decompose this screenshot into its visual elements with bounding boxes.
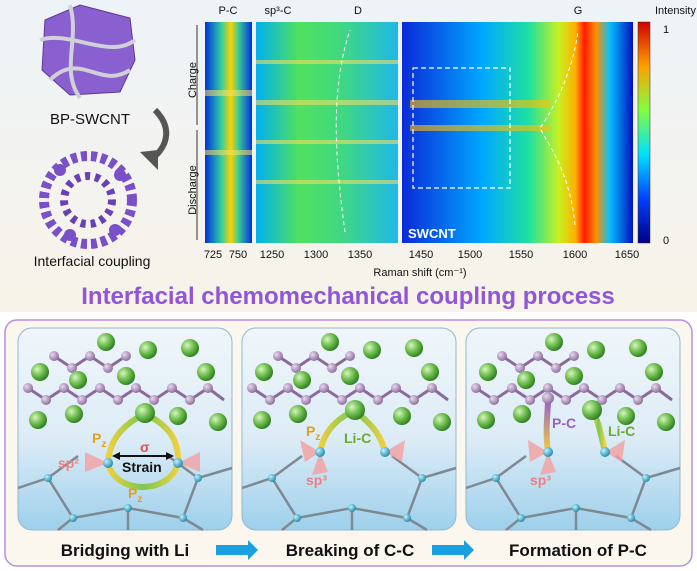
x-tick-label: 1550 xyxy=(509,249,533,261)
x-tick-label: 1300 xyxy=(304,249,328,261)
step-arrow xyxy=(216,540,258,560)
panel-2-bonds xyxy=(300,400,405,475)
caption: Breaking of C-C xyxy=(286,541,414,560)
pz-label: Pz xyxy=(128,485,142,505)
sp-label: sp² xyxy=(58,455,79,471)
colorbar-max: 1 xyxy=(663,24,669,36)
x-tick-label: 1500 xyxy=(458,249,482,261)
x-tick-label: 1250 xyxy=(260,249,284,261)
label: Interfacial coupling xyxy=(34,253,151,269)
panel-label: G xyxy=(574,5,583,17)
panel-1-bonds xyxy=(85,403,200,490)
caption: Formation of P-C xyxy=(509,541,647,560)
pz-label: Pz xyxy=(306,423,320,443)
panel-label: sp³-C xyxy=(265,5,292,17)
panel-bg xyxy=(240,326,458,532)
x-tick-label: 1600 xyxy=(563,249,587,261)
pz-label: Pz xyxy=(92,430,106,450)
inset-label: SWCNT xyxy=(408,226,456,241)
panel-label: P-C xyxy=(219,5,238,17)
caption: Bridging with Li xyxy=(61,541,189,560)
step-arrow xyxy=(432,540,474,560)
li-c-label: Li-C xyxy=(344,430,371,446)
bp-swcnt-icon xyxy=(39,4,137,100)
x-tick-label: 750 xyxy=(229,249,247,261)
heatmap xyxy=(196,21,651,244)
strain-label: Strain xyxy=(122,459,162,475)
arrow-head xyxy=(140,150,158,170)
label: BP-SWCNT xyxy=(50,111,130,128)
sp-label: sp³ xyxy=(530,472,551,488)
colorbar-title: Intensity (a.u.) xyxy=(655,5,697,17)
panel-label: D xyxy=(354,5,362,17)
x-tick-label: 725 xyxy=(204,249,222,261)
x-tick-label: 1350 xyxy=(348,249,372,261)
title: Interfacial chemomechanical coupling pro… xyxy=(81,283,615,310)
x-tick-label: 1650 xyxy=(615,249,639,261)
li-c-label: Li-C xyxy=(608,423,635,439)
p-c-label: P-C xyxy=(552,415,576,431)
panel-3-bonds xyxy=(528,392,625,475)
axis-label: Discharge xyxy=(187,165,199,215)
cluster-icon xyxy=(39,151,137,249)
axis-title: Raman shift (cm⁻¹) xyxy=(373,267,466,279)
x-tick-label: 1450 xyxy=(409,249,433,261)
axis-label: Charge xyxy=(187,62,199,98)
sigma-label: σ xyxy=(140,439,150,455)
sp-label: sp³ xyxy=(306,472,327,488)
colorbar-min: 0 xyxy=(663,235,669,247)
